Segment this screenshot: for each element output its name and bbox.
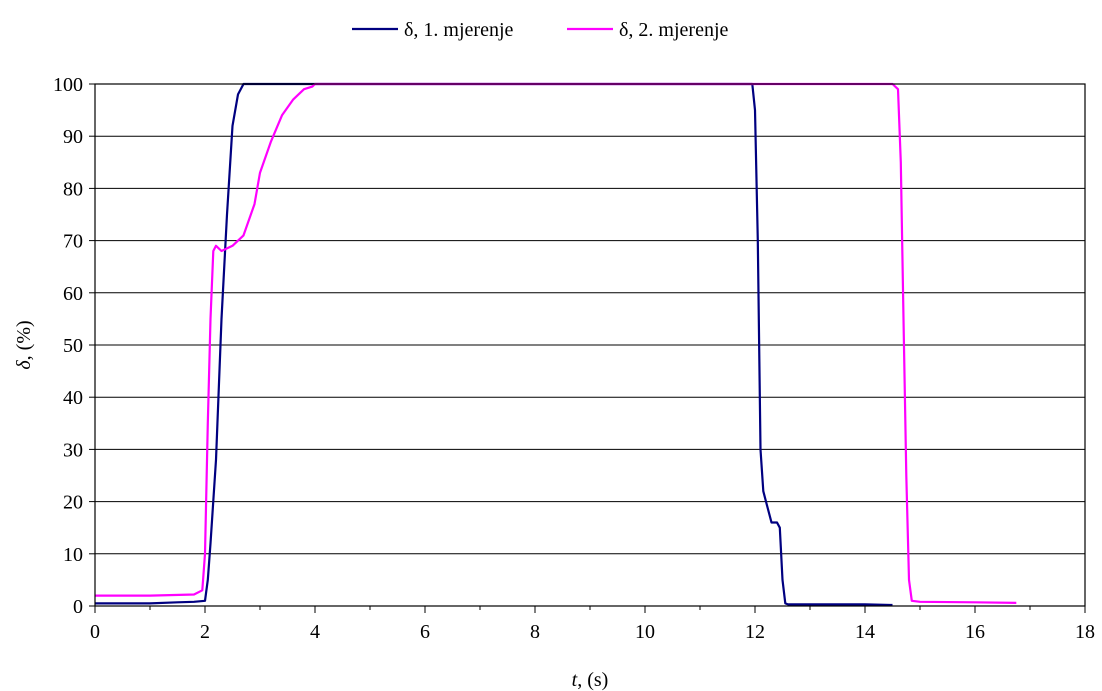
y-tick-label-90: 90 [63, 126, 83, 148]
x-tick-label-6: 6 [420, 621, 430, 643]
x-axis-title: t, (s) [572, 669, 609, 691]
x-axis-unit: , (s) [577, 669, 608, 691]
y-tick-label-30: 30 [63, 439, 83, 461]
x-tick-label-14: 14 [855, 621, 875, 643]
y-tick-label-20: 20 [63, 492, 83, 514]
y-tick-label-40: 40 [63, 387, 83, 409]
x-tick-label-8: 8 [530, 621, 540, 643]
plot-area-frame [94, 83, 1086, 607]
x-tick-label-16: 16 [965, 621, 985, 643]
x-tick-label-10: 10 [635, 621, 655, 643]
x-axis-var: t [572, 669, 578, 691]
y-tick-label-100: 100 [53, 74, 83, 96]
x-tick-label-18: 18 [1075, 621, 1095, 643]
y-tick-label-70: 70 [63, 231, 83, 253]
y-tick-label-80: 80 [63, 178, 83, 200]
x-tick-label-0: 0 [90, 621, 100, 643]
y-axis-unit: , (%) [13, 320, 35, 360]
legend: δ, 1. mjerenje δ, 2. mjerenje [352, 19, 729, 41]
series-line-2 [95, 82, 1017, 604]
y-axis-var: δ [13, 360, 35, 370]
y-tick-label-50: 50 [63, 335, 83, 357]
y-tick-labels: 0 10 20 30 40 50 60 70 80 90 100 [53, 74, 83, 618]
axes [89, 83, 1086, 613]
y-tick-label-60: 60 [63, 283, 83, 305]
legend-label-series-1: δ, 1. mjerenje [404, 19, 514, 41]
y-tick-label-0: 0 [73, 596, 83, 618]
legend-label-series-2: δ, 2. mjerenje [619, 19, 729, 41]
x-tick-label-12: 12 [745, 621, 765, 643]
x-tick-label-2: 2 [200, 621, 210, 643]
x-tick-label-4: 4 [310, 621, 320, 643]
gridlines [95, 83, 1085, 555]
x-tick-labels: 0 2 4 6 8 10 12 14 16 18 [90, 621, 1095, 643]
y-tick-label-10: 10 [63, 544, 83, 566]
y-axis-title: δ, (%) [13, 320, 35, 369]
